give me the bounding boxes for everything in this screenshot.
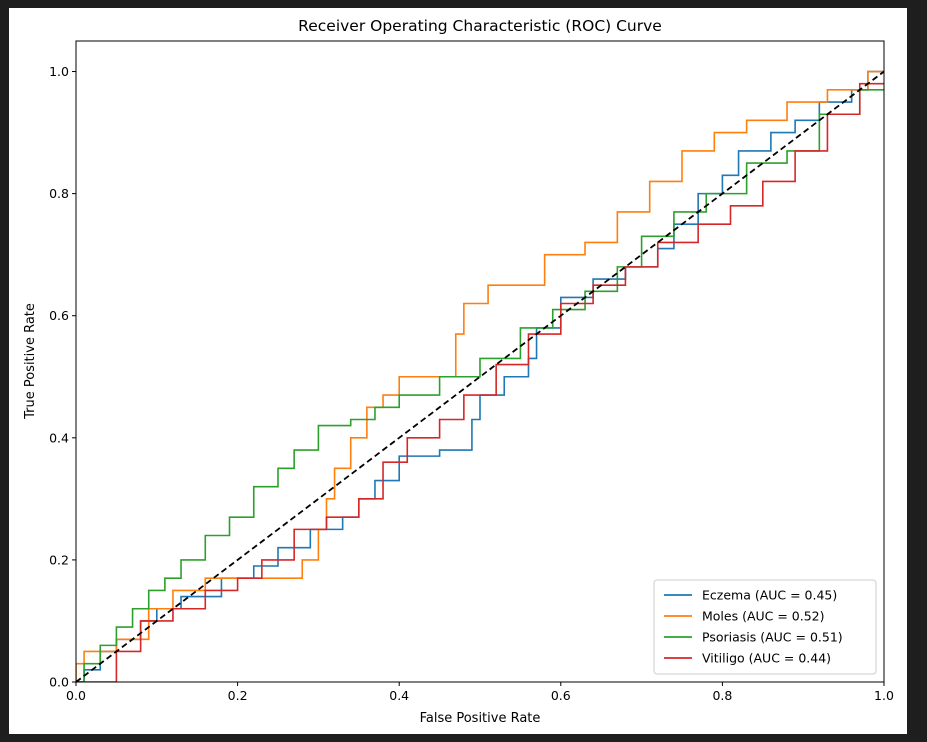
x-tick-label: 0.6 (551, 688, 571, 703)
y-tick-label: 0.8 (49, 186, 69, 201)
axis-ticks: 0.0 0.2 0.4 0.6 0.8 1.0 0.0 0.2 0.4 0.6 0.8 1.0 (49, 64, 894, 703)
y-tick-label: 0.2 (49, 552, 69, 567)
legend-entry-label: Moles (AUC = 0.52) (702, 609, 825, 624)
diagonal-reference-line (75, 70, 885, 683)
x-axis-label: False Positive Rate (420, 711, 541, 726)
x-tick-label: 0.8 (712, 688, 732, 703)
y-tick-label: 0.0 (49, 675, 69, 690)
legend-entry-label: Eczema (AUC = 0.45) (702, 588, 837, 603)
legend: Eczema (AUC = 0.45) Moles (AUC = 0.52) Pso… (653, 579, 877, 675)
series-line-psoriasis (76, 89, 884, 682)
series-line-vitiligo (76, 82, 884, 682)
legend-entry-label: Vitiligo (AUC = 0.44) (702, 651, 831, 666)
x-tick-label: 1.0 (874, 688, 894, 703)
chart-title: Receiver Operating Characteristic (ROC) … (298, 17, 662, 35)
y-axis-label: True Positive Rate (23, 303, 38, 420)
axes-frame (75, 40, 885, 683)
y-tick-label: 0.6 (49, 308, 69, 323)
x-tick-label: 0.4 (389, 688, 409, 703)
legend-entry-label: Psoriasis (AUC = 0.51) (702, 630, 843, 645)
y-tick-label: 0.4 (49, 430, 69, 445)
x-tick-label: 0.2 (228, 688, 248, 703)
y-tick-label: 1.0 (49, 64, 69, 79)
plot-area (75, 70, 885, 683)
series-line-eczema (76, 70, 884, 682)
legend-box (653, 579, 877, 675)
series-line-moles (76, 70, 884, 682)
x-tick-label: 0.0 (66, 688, 86, 703)
